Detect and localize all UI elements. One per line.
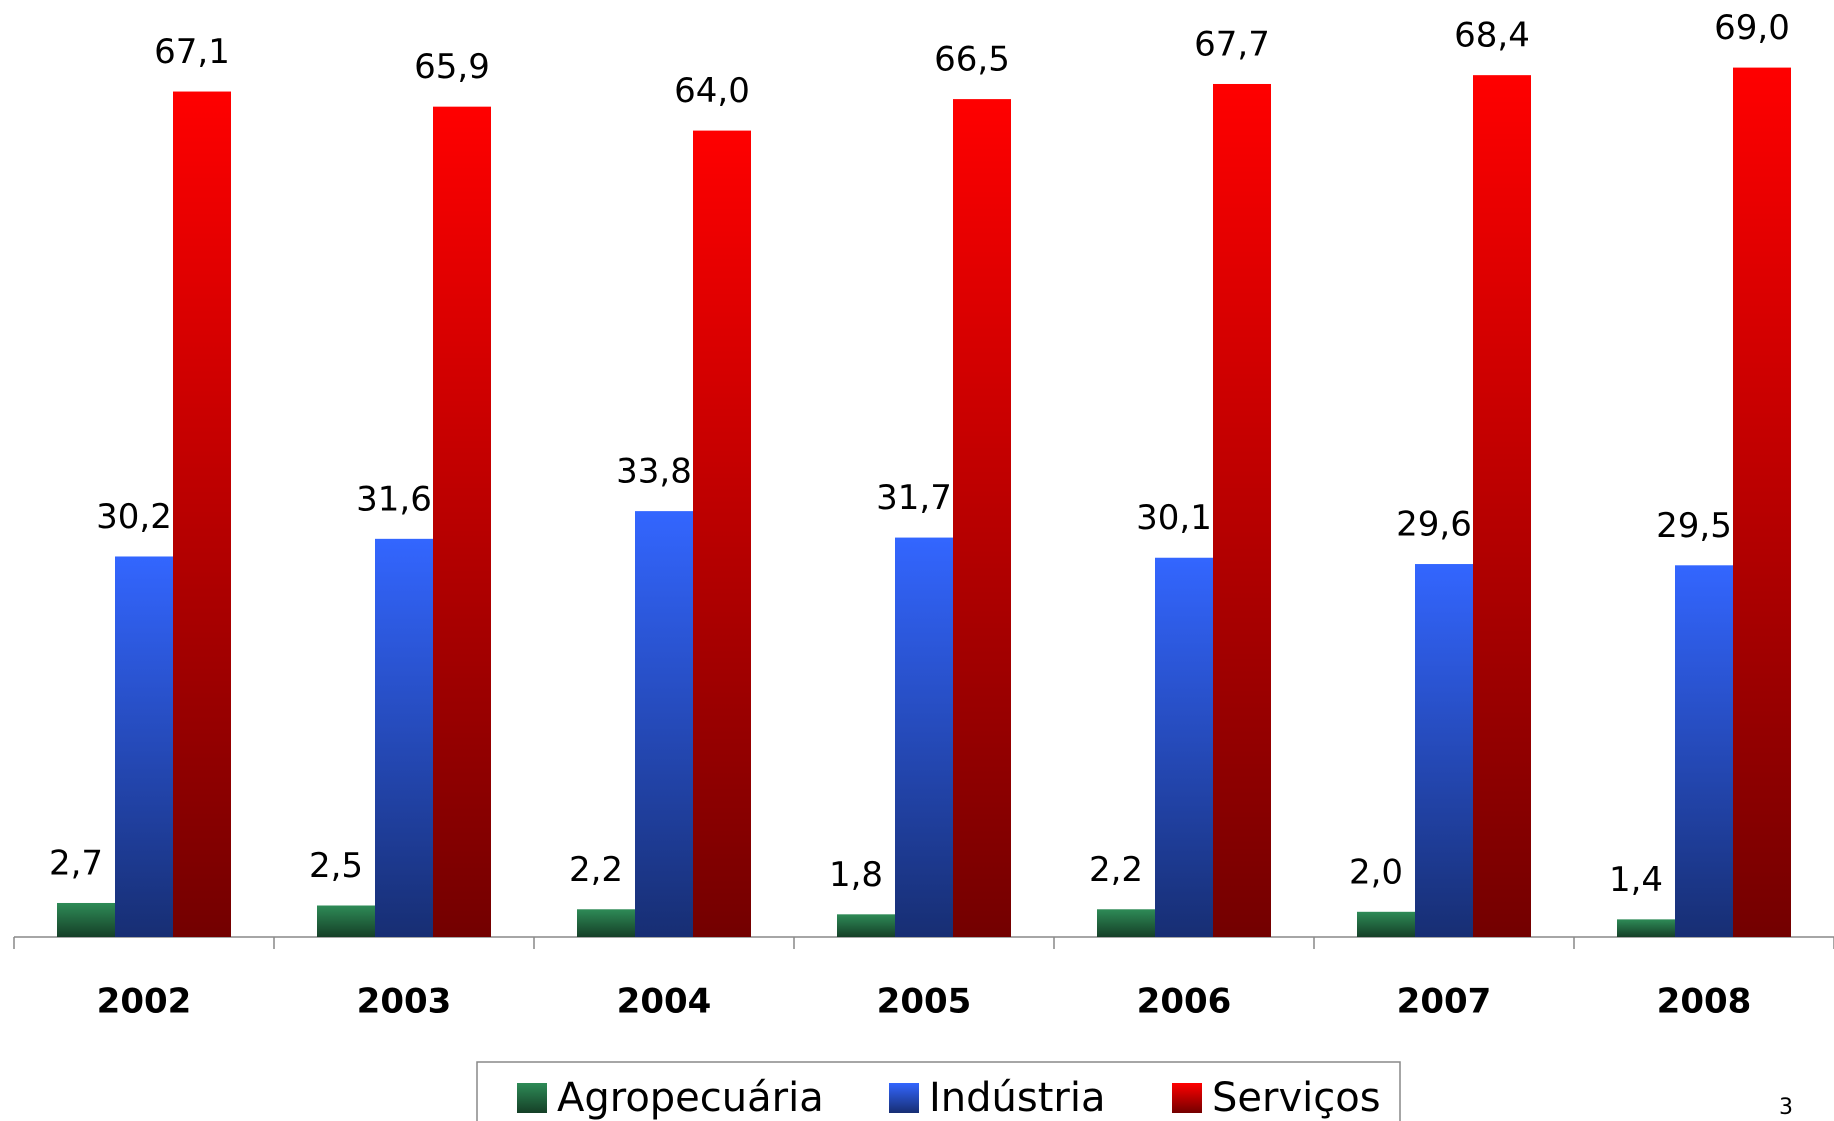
bar xyxy=(1617,919,1675,937)
legend-label: Indústria xyxy=(929,1075,1105,1121)
bar xyxy=(693,130,751,938)
value-label: 2,7 xyxy=(49,843,103,883)
bar xyxy=(635,511,693,937)
bar xyxy=(375,538,433,937)
value-label: 67,7 xyxy=(1194,24,1270,64)
x-tick-label: 2004 xyxy=(617,982,712,1022)
bar xyxy=(577,909,635,937)
bar xyxy=(1473,75,1531,937)
value-label: 66,5 xyxy=(934,40,1010,80)
x-tick-label: 2008 xyxy=(1657,982,1752,1022)
value-label: 29,6 xyxy=(1396,505,1472,545)
value-label: 67,1 xyxy=(154,32,230,72)
value-label: 64,0 xyxy=(674,71,750,111)
bar xyxy=(1733,67,1791,938)
value-label: 33,8 xyxy=(616,452,692,492)
value-label: 2,2 xyxy=(1089,850,1143,890)
bar xyxy=(317,905,375,937)
page-number: 3 xyxy=(1779,1095,1793,1120)
x-tick-label: 2002 xyxy=(97,982,192,1022)
legend-swatch xyxy=(517,1083,547,1113)
value-label: 31,7 xyxy=(876,478,952,518)
x-tick-label: 2005 xyxy=(877,982,972,1022)
value-label: 68,4 xyxy=(1454,16,1530,56)
value-label: 1,8 xyxy=(829,855,883,895)
bar xyxy=(953,99,1011,938)
legend-swatch xyxy=(889,1083,919,1113)
bar xyxy=(1097,909,1155,937)
bar xyxy=(57,902,115,937)
value-label: 30,2 xyxy=(96,497,172,537)
legend-swatch xyxy=(1172,1083,1202,1113)
bar xyxy=(433,106,491,937)
bar xyxy=(1675,565,1733,937)
value-label: 2,2 xyxy=(569,850,623,890)
x-tick-label: 2006 xyxy=(1137,982,1232,1022)
bar xyxy=(1415,564,1473,937)
legend-box xyxy=(476,1061,1401,1121)
bar xyxy=(1357,911,1415,937)
value-label: 30,1 xyxy=(1136,498,1212,538)
legend-label: Serviços xyxy=(1212,1075,1381,1121)
value-label: 2,0 xyxy=(1349,852,1403,892)
bar xyxy=(115,556,173,937)
bar xyxy=(837,914,895,937)
value-label: 69,0 xyxy=(1714,8,1790,48)
value-label: 29,5 xyxy=(1656,506,1732,546)
x-tick-label: 2003 xyxy=(357,982,452,1022)
bar xyxy=(173,91,231,938)
x-tick-label: 2007 xyxy=(1397,982,1492,1022)
bar xyxy=(1155,557,1213,937)
bar xyxy=(895,537,953,937)
value-label: 1,4 xyxy=(1609,860,1663,900)
value-label: 31,6 xyxy=(356,479,432,519)
value-label: 65,9 xyxy=(414,47,490,87)
value-label: 2,5 xyxy=(309,846,363,886)
bar xyxy=(1213,83,1271,938)
legend-label: Agropecuária xyxy=(557,1075,824,1121)
